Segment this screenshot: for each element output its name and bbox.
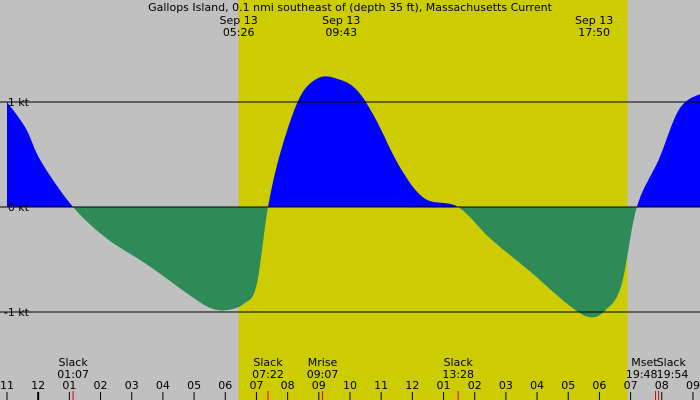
x-tick-label-6: 05	[187, 379, 201, 392]
current-area-layer	[7, 76, 700, 318]
x-tick-label-20: 07	[624, 379, 638, 392]
event-name-label-3: Slack	[444, 356, 474, 369]
flood-area-2	[268, 76, 459, 208]
peak-time-label-1: 09:43	[325, 26, 357, 39]
peak-date-label-2: Sep 13	[575, 14, 613, 27]
x-tick-label-5: 04	[156, 379, 170, 392]
x-tick-layer: 11 12 01 02 03 04 05 06 07 08 09 10 11 12 01 02 03 04 05 06…	[0, 379, 700, 400]
y-tick-label-0: 1 kt	[8, 96, 30, 109]
event-time-label-5: 19:54	[657, 368, 689, 381]
peak-date-label-1: Sep 13	[322, 14, 360, 27]
event-label-layer: Slack01:07Slack07:22Mrise09:07Slack13:28…	[57, 356, 688, 400]
x-tick-label-12: 11	[374, 379, 388, 392]
event-time-label-4: 19:48	[626, 368, 658, 381]
x-tick-label-4: 03	[125, 379, 139, 392]
x-tick-label-1: 12	[31, 379, 45, 392]
y-tick-layer: 1 kt 0 kt -1 kt	[4, 96, 30, 319]
y-tick-label-1: 0 kt	[8, 201, 30, 214]
x-tick-label-10: 09	[312, 379, 326, 392]
peak-date-label-0: Sep 13	[220, 14, 258, 27]
x-tick-label-13: 12	[405, 379, 419, 392]
y-tick-label-2: -1 kt	[4, 306, 30, 319]
flood-area-4	[636, 94, 700, 207]
x-tick-label-0: 11	[0, 379, 14, 392]
ebb-area-3	[458, 207, 637, 318]
event-time-label-3: 13:28	[442, 368, 474, 381]
grid-layer	[0, 101, 700, 313]
x-tick-label-15: 02	[468, 379, 482, 392]
event-time-label-0: 01:07	[57, 368, 89, 381]
x-tick-label-7: 06	[218, 379, 232, 392]
x-tick-label-14: 01	[437, 379, 451, 392]
x-tick-label-18: 05	[561, 379, 575, 392]
peak-time-label-2: 17:50	[578, 26, 610, 39]
ebb-area-1	[73, 207, 268, 311]
x-tick-label-19: 06	[592, 379, 606, 392]
x-tick-label-9: 08	[281, 379, 295, 392]
event-time-label-2: 09:07	[307, 368, 339, 381]
x-tick-label-11: 10	[343, 379, 357, 392]
event-name-label-0: Slack	[59, 356, 89, 369]
x-tick-label-17: 04	[530, 379, 544, 392]
peak-time-label-0: 05:26	[223, 26, 255, 39]
x-tick-label-22: 09	[686, 379, 700, 392]
x-tick-label-2: 01	[62, 379, 76, 392]
flood-area-0	[7, 102, 74, 207]
event-name-label-5: Slack	[657, 356, 687, 369]
event-name-label-2: Mrise	[308, 356, 338, 369]
chart-title: Gallops Island, 0.1 nmi southeast of (de…	[148, 1, 552, 14]
x-tick-label-8: 07	[249, 379, 263, 392]
x-tick-label-21: 08	[655, 379, 669, 392]
x-tick-label-16: 03	[499, 379, 513, 392]
x-tick-label-3: 02	[94, 379, 108, 392]
event-time-label-1: 07:22	[252, 368, 284, 381]
event-name-label-4: Mset	[631, 356, 658, 369]
event-name-label-1: Slack	[253, 356, 283, 369]
